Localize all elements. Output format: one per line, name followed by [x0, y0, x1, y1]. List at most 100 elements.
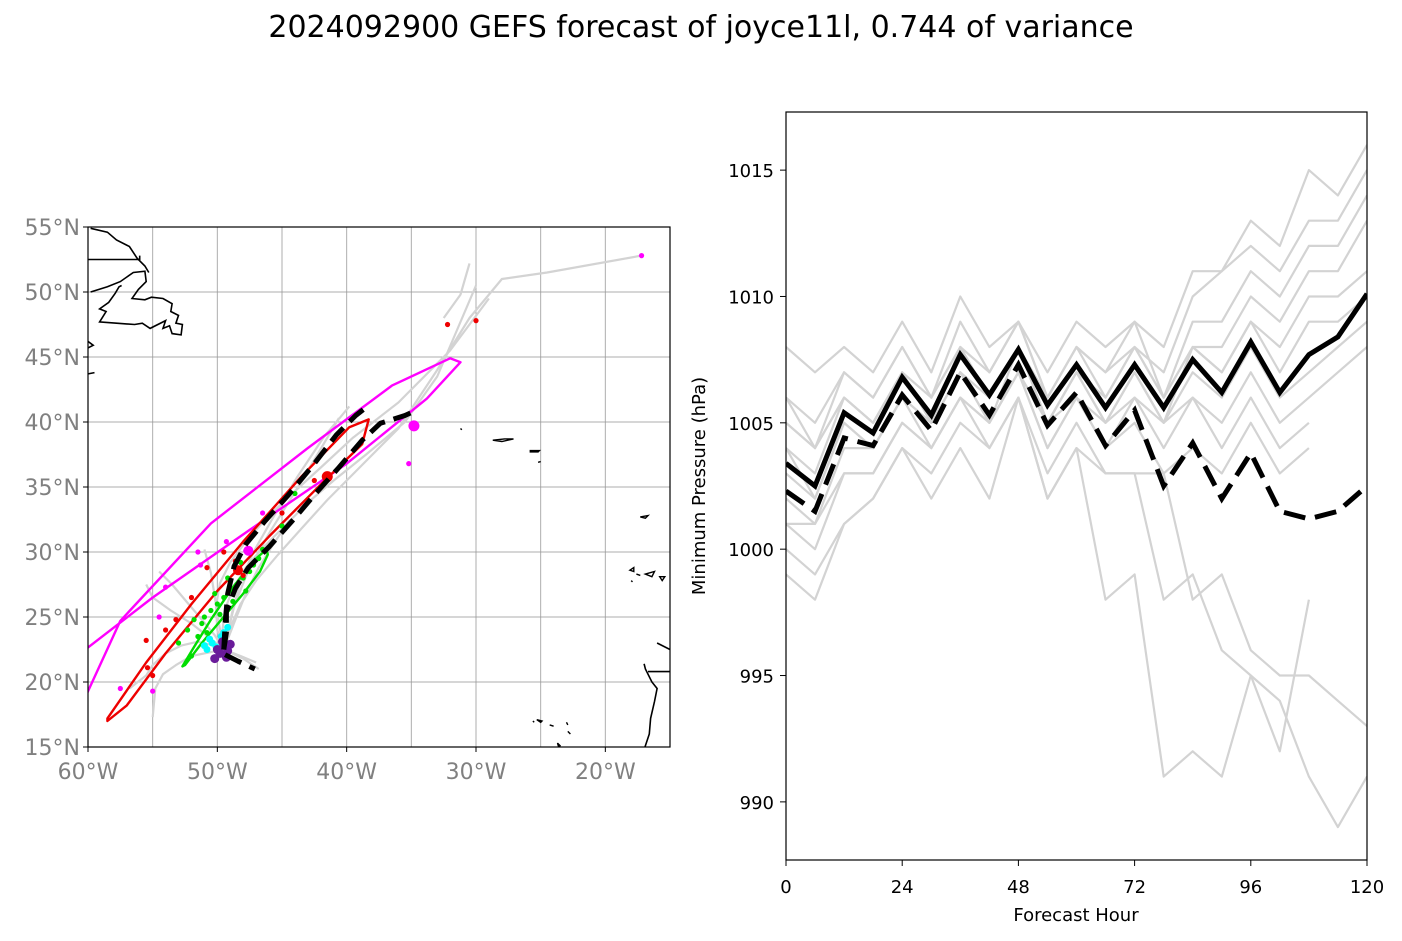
- lat-tick-label-6: 45°N: [25, 346, 80, 371]
- island-5: [628, 566, 635, 573]
- lat-tick-label-3: 30°N: [25, 541, 80, 566]
- lon-tick-label-2: 40°W: [316, 760, 377, 785]
- red-dot-3: [173, 617, 179, 623]
- green-dot-13: [204, 630, 210, 636]
- red-dot-13: [144, 665, 151, 671]
- member-track-9: [222, 417, 340, 650]
- red-dot-2: [163, 627, 169, 633]
- purple-dot-6: [210, 654, 220, 664]
- magenta-dot-1: [150, 688, 156, 694]
- red-dot-0: [143, 637, 149, 644]
- lat-tick-label-2: 25°N: [25, 606, 80, 631]
- coastline-3: [88, 340, 95, 349]
- island-12: [536, 719, 544, 724]
- map-tick-labels: 60°W 50°W 40°W 30°W 20°W 15°N 20°N 25°N 30°N 35°N…: [25, 216, 636, 785]
- member-track-13: [442, 263, 471, 319]
- lat-tick-label-4: 35°N: [25, 476, 80, 501]
- island-18: [532, 720, 535, 723]
- red-mean-marker: [321, 471, 333, 483]
- magenta-dot-0: [117, 685, 123, 692]
- coastline-5: [643, 663, 658, 747]
- lat-tick-label-0: 15°N: [25, 736, 80, 761]
- mean-track-1: [221, 404, 369, 650]
- island-7: [658, 576, 667, 582]
- green-dot-2: [201, 614, 207, 620]
- island-0: [492, 438, 514, 443]
- island-14: [565, 721, 569, 726]
- green-dot-3: [208, 607, 214, 614]
- island-10: [636, 573, 641, 577]
- coastlines: [88, 227, 691, 749]
- magenta-dot-3: [195, 549, 201, 555]
- purple-dot-7: [225, 639, 235, 649]
- island-1: [529, 449, 542, 453]
- magenta-dot-8: [156, 614, 162, 620]
- island-8: [679, 569, 684, 577]
- red-dot-9: [311, 477, 317, 484]
- magenta-dot-7: [260, 510, 266, 516]
- red-dot-1: [150, 672, 156, 679]
- island-11: [630, 580, 633, 583]
- green-dot-15: [230, 598, 236, 605]
- green-dot-1: [195, 633, 201, 640]
- magenta-dot-10: [638, 253, 645, 259]
- red-dot-5: [204, 565, 210, 571]
- magenta-dot-2: [163, 584, 169, 590]
- green-dot-0: [188, 653, 195, 659]
- map-gridlines: [88, 227, 670, 747]
- magenta-mean-marker: [408, 420, 420, 432]
- lat-tick-label-1: 20°N: [25, 671, 80, 696]
- island-3: [537, 460, 541, 463]
- red-dot-6: [221, 549, 227, 555]
- island-6: [643, 570, 656, 578]
- cyan-dot-6: [224, 623, 232, 631]
- coastline-1: [88, 255, 141, 261]
- island-9: [688, 562, 691, 566]
- magenta-dot-9: [406, 461, 412, 467]
- cyan-dot-5: [206, 635, 214, 643]
- island-2: [460, 428, 463, 431]
- red-dot-4: [188, 594, 195, 601]
- magenta-dot-4: [197, 562, 204, 568]
- red-dot-12: [473, 318, 479, 324]
- lon-tick-label-0: 60°W: [58, 760, 119, 785]
- magenta-dot-5: [223, 539, 229, 545]
- green-dot-18: [191, 617, 197, 623]
- lon-tick-label-1: 50°W: [187, 760, 248, 785]
- member-track-6: [151, 648, 225, 718]
- ellipse-inner: [181, 548, 269, 668]
- red-dot-7: [240, 572, 246, 579]
- ellipse-mid: [106, 418, 370, 723]
- coastline-4: [88, 371, 95, 375]
- cyan-dot-7: [200, 642, 208, 650]
- member-track-3: [158, 570, 225, 651]
- red-dot-8: [279, 510, 285, 516]
- island-13: [549, 724, 554, 727]
- page-title: 2024092900 GEFS forecast of joyce11l, 0.…: [268, 10, 1134, 45]
- coastline-2: [90, 270, 184, 336]
- island-4: [640, 514, 651, 519]
- green-dot-25: [175, 640, 182, 646]
- lon-tick-label-3: 30°W: [446, 760, 507, 785]
- island-17: [548, 748, 549, 749]
- green-dot-19: [212, 591, 218, 597]
- green-dot-12: [199, 620, 205, 627]
- mean-tracks: [221, 404, 418, 672]
- coastline-0: [90, 227, 150, 273]
- green-dot-14: [217, 611, 223, 618]
- lon-tick-label-4: 20°W: [575, 760, 636, 785]
- green-dot-17: [184, 627, 191, 633]
- purple-dot-3: [212, 645, 222, 654]
- lat-tick-label-5: 40°N: [25, 411, 80, 436]
- member-track-7: [203, 549, 225, 650]
- green-dot-16: [243, 588, 249, 594]
- red-dot-11: [444, 321, 451, 328]
- lat-tick-label-7: 50°N: [25, 281, 80, 306]
- coastline-7: [656, 642, 670, 651]
- island-15: [567, 730, 571, 735]
- green-dot-4: [214, 601, 220, 607]
- green-dot-11: [256, 555, 262, 562]
- lat-tick-label-8: 55°N: [25, 216, 80, 241]
- mean-track-2: [223, 652, 256, 672]
